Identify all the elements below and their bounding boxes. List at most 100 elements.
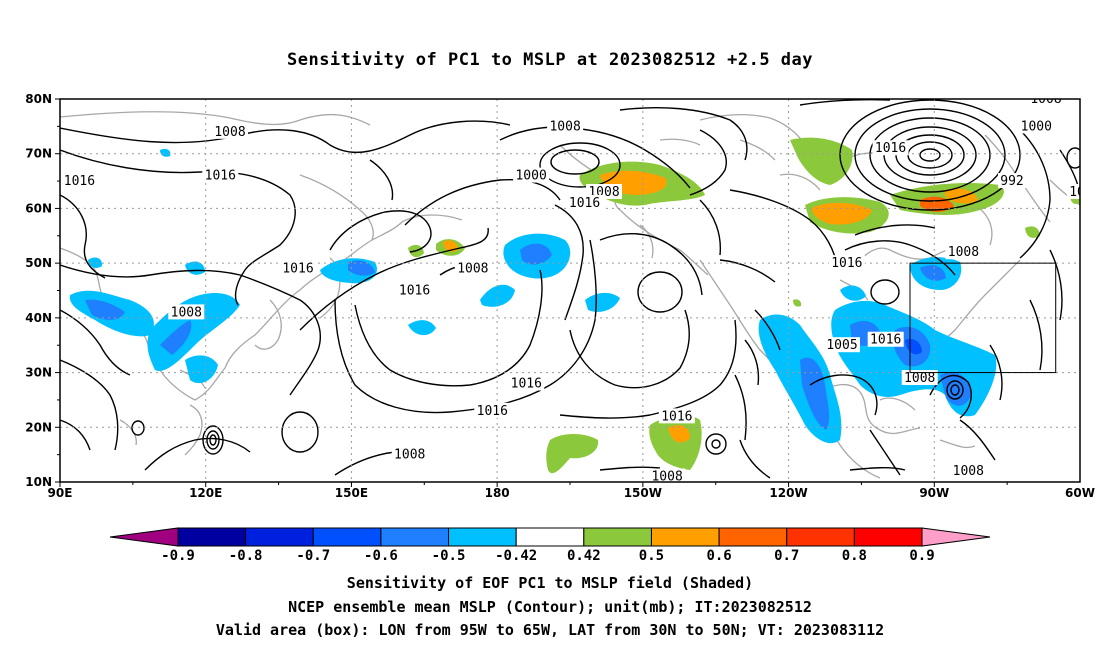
lat-label: 10N bbox=[25, 475, 52, 489]
lon-label: 150E bbox=[335, 486, 368, 500]
colorbar-segment bbox=[583, 527, 652, 547]
contour-label: 1016 bbox=[661, 409, 692, 424]
contour-label: 1016 bbox=[64, 174, 95, 189]
lat-label: 30N bbox=[25, 366, 52, 380]
contour-label: 1008 bbox=[651, 470, 682, 485]
contour-label: 1000 bbox=[515, 169, 546, 184]
contour-label-bg bbox=[61, 173, 98, 189]
contour-label-bg bbox=[474, 402, 511, 418]
colorbar bbox=[109, 527, 991, 547]
contour-label-bg bbox=[872, 140, 909, 156]
contour-label-bg bbox=[566, 194, 603, 210]
contour-label-bg bbox=[1028, 99, 1064, 106]
colorbar-label: 0.9 bbox=[909, 548, 934, 564]
axis-ticks bbox=[55, 98, 1008, 487]
contour-label: 1005 bbox=[826, 338, 857, 353]
colorbar-label: -0.9 bbox=[161, 548, 195, 564]
contour-label-bg bbox=[950, 463, 987, 479]
contour-label: 1016 bbox=[870, 333, 901, 348]
colorbar-segment bbox=[380, 527, 450, 547]
colorbar-end-low bbox=[109, 527, 179, 547]
lat-lon-grid bbox=[60, 99, 1080, 482]
lon-label: 90W bbox=[919, 486, 949, 500]
contour-label: 1016 bbox=[875, 141, 906, 156]
colorbar-label: 0.6 bbox=[706, 548, 731, 564]
contour-label: 1016 bbox=[569, 196, 600, 211]
colorbar-label: -0.5 bbox=[432, 548, 466, 564]
contour-label-bg bbox=[508, 375, 545, 391]
lat-label: 70N bbox=[25, 147, 52, 161]
lat-label: 80N bbox=[25, 92, 52, 106]
colorbar-segment bbox=[853, 527, 923, 547]
colorbar-segment bbox=[312, 527, 382, 547]
lon-label: 90E bbox=[48, 486, 73, 500]
contour-label-bg bbox=[867, 331, 904, 347]
contour-label-bg bbox=[828, 255, 865, 271]
colorbar-segment bbox=[177, 527, 247, 547]
contour-label: 1016 bbox=[205, 169, 236, 184]
contour-label: 1008 bbox=[171, 305, 202, 320]
contour-label-bg bbox=[945, 244, 982, 260]
colorbar-label: 0.8 bbox=[842, 548, 867, 564]
mslp-contours bbox=[60, 99, 1080, 479]
longitude-labels: 90E 120E 150E 180 150W 120W 90W 60W bbox=[48, 486, 1095, 500]
contour-label-bg bbox=[901, 370, 938, 386]
contour-label-bg bbox=[280, 260, 316, 276]
contour-label: 1008 bbox=[904, 371, 935, 386]
lon-label: 60W bbox=[1065, 486, 1095, 500]
contour-label: 1016 bbox=[477, 404, 508, 419]
colorbar-labels: -0.9 -0.8 -0.7 -0.6 -0.5 -0.42 0.42 0.5 0.6 0.7 0.… bbox=[161, 548, 935, 564]
contour-label: 1008 bbox=[953, 464, 984, 479]
contour-label-bg bbox=[513, 167, 550, 183]
contour-label-bg bbox=[998, 173, 1026, 189]
colorbar-label: 0.5 bbox=[639, 548, 664, 564]
contour-label-bg bbox=[396, 282, 433, 298]
lat-label: 50N bbox=[25, 256, 52, 270]
contour-label-bg bbox=[212, 123, 248, 139]
lon-label: 120W bbox=[769, 486, 807, 500]
contour-label: 1016 bbox=[1069, 185, 1100, 200]
colorbar-label: -0.7 bbox=[296, 548, 330, 564]
lat-label: 60N bbox=[25, 201, 52, 215]
contour-label: 992 bbox=[1000, 174, 1023, 189]
colorbar-label: 0.7 bbox=[774, 548, 799, 564]
colorbar-segment bbox=[515, 527, 585, 547]
contour-label-bg bbox=[1066, 184, 1080, 200]
contour-label: 1016 bbox=[399, 284, 430, 299]
lon-label: 180 bbox=[485, 486, 510, 500]
contour-label-bg bbox=[649, 468, 686, 482]
colorbar-segment bbox=[245, 527, 314, 547]
colorbar-segment bbox=[448, 527, 517, 547]
lat-label: 20N bbox=[25, 420, 52, 434]
colorbar-label: -0.8 bbox=[229, 548, 263, 564]
caption-line-3: Valid area (box): LON from 95W to 65W, L… bbox=[215, 621, 885, 639]
latitude-labels: 80N 70N 60N 50N 40N 30N 20N 10N bbox=[25, 92, 52, 489]
contour-label-bg bbox=[454, 260, 491, 276]
contour-label: 1016 bbox=[511, 377, 542, 392]
contour-label: 1008 bbox=[457, 262, 488, 277]
valid-area-box bbox=[909, 262, 1057, 374]
contour-label-bg bbox=[824, 337, 860, 353]
contour-label: 1016 bbox=[282, 262, 313, 277]
caption-line-1: Sensitivity of EOF PC1 to MSLP field (Sh… bbox=[346, 574, 754, 592]
contour-label-bg bbox=[1018, 118, 1055, 134]
contour-label: 1008 bbox=[394, 448, 425, 463]
lon-label: 120E bbox=[189, 486, 222, 500]
colorbar-label: -0.6 bbox=[364, 548, 398, 564]
map-frame-background bbox=[60, 99, 1080, 482]
contour-label-bg bbox=[547, 118, 584, 134]
contour-label: 1008 bbox=[549, 119, 580, 134]
contour-label-bg bbox=[202, 167, 239, 183]
colorbar-label: -0.42 bbox=[495, 548, 537, 564]
colorbar-segment bbox=[650, 527, 720, 547]
colorbar-label: 0.42 bbox=[567, 548, 601, 564]
contour-label-bg bbox=[168, 304, 205, 320]
contour-label: 1000 bbox=[1021, 119, 1052, 134]
lon-label: 150W bbox=[624, 486, 662, 500]
contour-label-bg bbox=[391, 446, 428, 462]
contour-label-bg bbox=[658, 408, 695, 424]
lat-label: 40N bbox=[25, 311, 52, 325]
contour-label: 1008 bbox=[214, 125, 245, 140]
